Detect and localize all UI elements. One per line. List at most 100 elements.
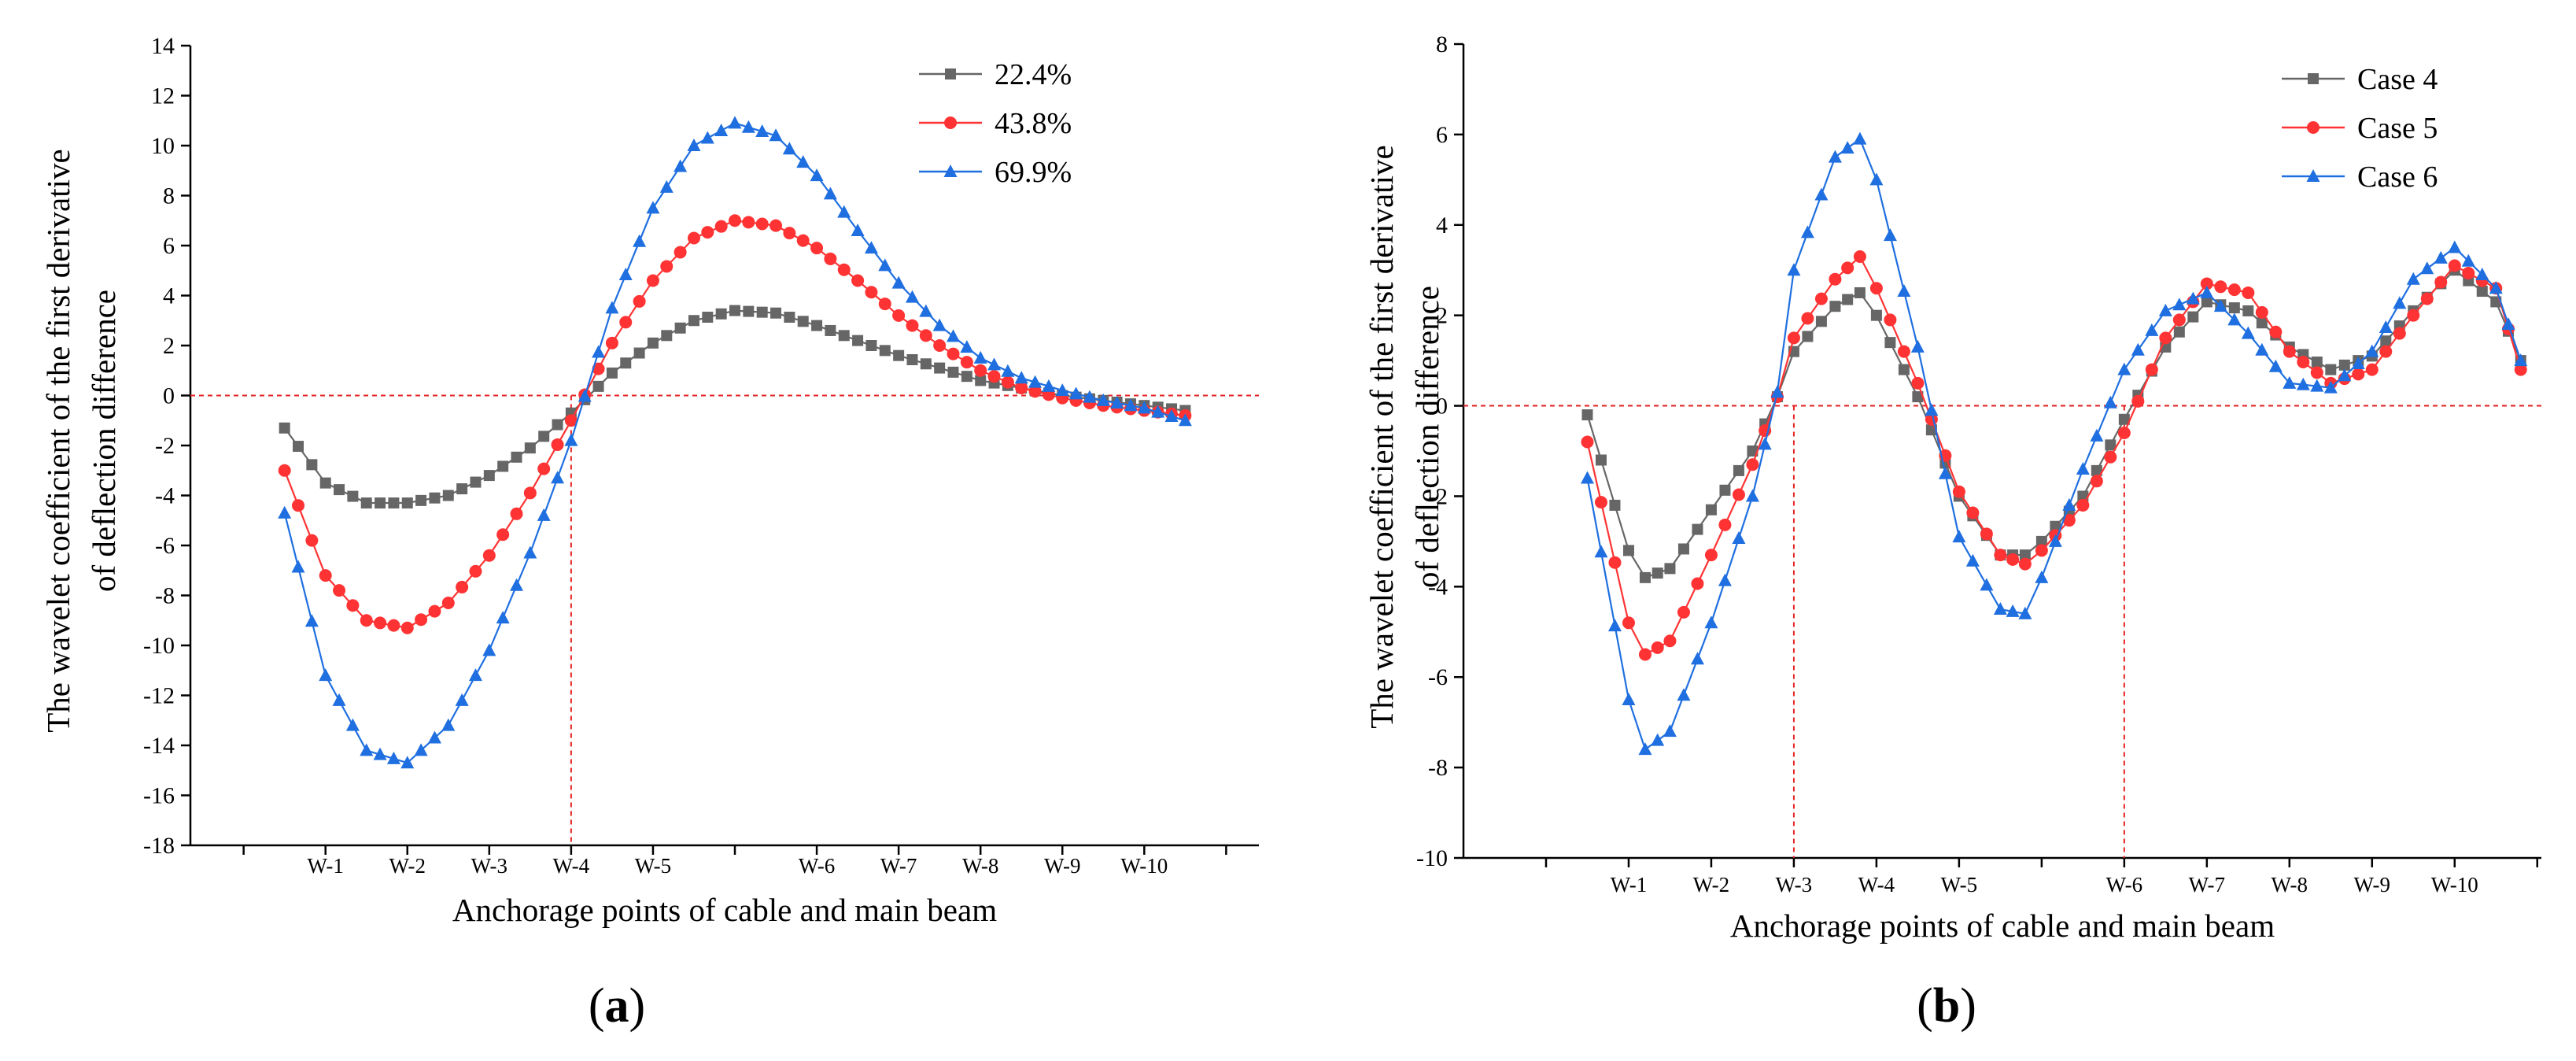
panel-a-series-3	[278, 116, 1192, 769]
panel-b-data-point	[2019, 549, 2031, 561]
panel-a-data-point	[687, 139, 701, 151]
panel-a-data-point	[1069, 386, 1083, 400]
panel-b-data-point	[1638, 742, 1652, 756]
panel-a-data-point	[1014, 371, 1028, 384]
panel-a-data-point	[975, 375, 987, 386]
panel-b-data-point	[2006, 604, 2020, 617]
panel-a-data-point	[755, 124, 769, 138]
panel-b-data-point	[1677, 688, 1691, 701]
panel-b-data-point	[2103, 395, 2117, 409]
panel-a-data-point	[347, 490, 359, 502]
panel-b-data-point	[1690, 652, 1704, 665]
panel-a-data-point	[905, 290, 919, 303]
panel-a-data-point	[851, 223, 865, 236]
panel-a-data-point	[852, 335, 864, 346]
panel-b-data-point	[2018, 557, 2032, 571]
panel-a-category-label: W-8	[962, 854, 999, 878]
panel-b-data-point	[2241, 326, 2255, 339]
panel-a-data-point	[714, 220, 728, 233]
panel-b-data-point	[1594, 545, 1608, 558]
panel-a-data-point	[714, 123, 729, 136]
panel-b-data-point	[2076, 461, 2090, 475]
panel-a-data-point	[864, 241, 878, 254]
panel-b-data-point	[1870, 309, 1882, 321]
panel-b-data-point	[1840, 141, 1854, 154]
panel-b-series-line	[1586, 255, 2522, 656]
panel-b-data-point	[2242, 305, 2254, 316]
panel-b-data-point	[2283, 375, 2297, 389]
panel-b-data-point	[1800, 225, 1814, 238]
panel-b-category-label: W-1	[1611, 873, 1648, 896]
panel-b-data-point	[1732, 488, 1745, 501]
panel-b-data-point	[1704, 616, 1718, 629]
panel-b-y-tick-label: -6	[1428, 664, 1448, 690]
panel-a-data-point	[496, 528, 510, 542]
panel-a-y-tick-label: 4	[163, 283, 175, 309]
panel-b-x-axis-title: Anchorage points of cable and main beam	[1730, 908, 2275, 944]
panel-b-data-point	[2186, 291, 2200, 305]
panel-a-data-point	[892, 309, 906, 322]
panel-a-data-point	[769, 128, 783, 142]
panel-a-legend-label: 22.4%	[995, 58, 1072, 91]
panel-b-data-point	[1841, 261, 1854, 275]
panel-a-series-1	[279, 305, 1191, 509]
panel-b-data-point	[2379, 320, 2393, 333]
panel-a-data-point	[810, 168, 824, 182]
panel-b-legend-marker	[2308, 73, 2319, 84]
panel-a-data-point	[838, 330, 850, 342]
panel-b-y-tick-label: 6	[1436, 122, 1448, 148]
panel-b-data-point	[1814, 292, 1828, 305]
panel-a-data-point	[1178, 413, 1192, 427]
panel-a-data-point	[483, 470, 495, 482]
panel-a-y-tick-label: 14	[151, 33, 175, 59]
panel-b-legend-label: Case 6	[2357, 161, 2438, 194]
panel-a-data-point	[1028, 385, 1042, 398]
panel-a-data-point	[564, 414, 578, 427]
panel-b-data-point	[1884, 313, 1897, 327]
panel-a-data-point	[934, 362, 946, 374]
panel-a-data-point	[960, 340, 974, 353]
panel-a-data-point	[700, 131, 714, 144]
panel-b-data-point	[2105, 439, 2117, 451]
panel-b-data-point	[2187, 311, 2199, 323]
panel-b-legend-label: Case 5	[2357, 112, 2438, 145]
panel-a-data-point	[893, 349, 905, 361]
panel-a-data-point	[497, 460, 509, 472]
panel-a-data-point	[810, 242, 824, 255]
panel-b-data-point	[2076, 498, 2090, 512]
panel-a-data-point	[360, 614, 373, 627]
panel-b-data-point	[2379, 345, 2393, 358]
panel-a-data-point	[688, 315, 699, 327]
panel-b-data-point	[2325, 364, 2337, 375]
panel-a-y-tick-label: 8	[163, 183, 175, 209]
panel-a-data-point	[851, 274, 865, 287]
panel-a-data-point	[702, 312, 714, 323]
panel-b-y-tick-label: 8	[1436, 31, 1448, 57]
panel-b-data-point	[1993, 602, 2007, 616]
panel-b-data-point	[1677, 543, 1689, 555]
panel-a-data-point	[319, 569, 332, 582]
panel-a-data-point	[1055, 383, 1069, 397]
panel-a-y-tick-label: -12	[143, 683, 175, 709]
panel-a-data-point	[523, 486, 537, 500]
panel-b-data-point	[1622, 616, 1635, 630]
panel-b-data-point	[1912, 391, 1924, 403]
panel-b-legend: Case 4 Case 5 Case 6	[2282, 63, 2438, 194]
panel-a-data-point	[879, 345, 891, 357]
panel-a-data-point	[427, 730, 441, 744]
panel-b-y-tick-label: 2	[1436, 303, 1448, 329]
panel-a-data-point	[345, 718, 360, 731]
panel-a-data-point	[824, 252, 837, 265]
panel-a-data-point	[947, 329, 961, 342]
panel-b-data-point	[1651, 641, 1664, 654]
panel-a-data-point	[606, 367, 618, 379]
panel-b-data-point	[1994, 549, 2007, 562]
panel-a-data-point	[592, 362, 605, 375]
panel-a-data-point	[374, 616, 387, 630]
panel-a-series-line	[283, 220, 1186, 629]
panel-b-data-point	[1883, 228, 1897, 242]
panel-b-data-point	[1581, 435, 1594, 449]
panel-a-data-point	[674, 322, 686, 334]
panel-b-data-point	[2338, 359, 2350, 371]
panel-b-data-point	[1980, 527, 1993, 541]
